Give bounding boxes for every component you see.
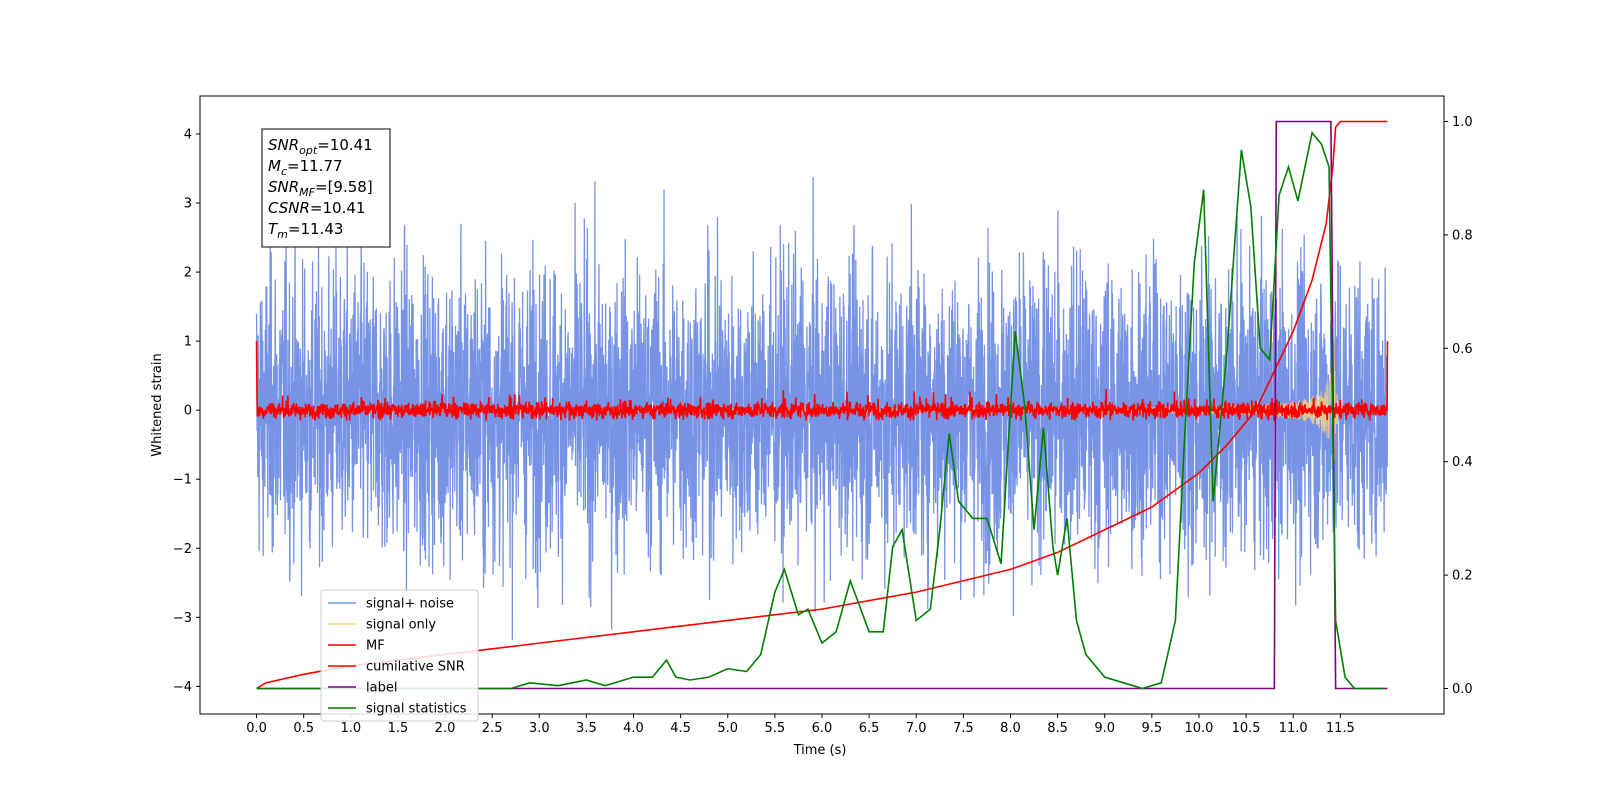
annotation-symbol: T xyxy=(268,220,279,238)
legend-label: label xyxy=(366,681,397,696)
x-axis: 0.0 0.5 1.0 1.5 2.0 2.5 3.0 3.5 4.0 4.5 5.0 5.5 6.0 6… xyxy=(246,714,1355,736)
y2-tick-label: 0.0 xyxy=(1452,682,1473,697)
series-mf xyxy=(255,341,1389,421)
y-tick-label: −2 xyxy=(173,542,192,557)
x-tick-label: 4.5 xyxy=(670,721,691,736)
legend-item-signal-statistics: signal statistics xyxy=(328,702,467,717)
x-tick-label: 11.5 xyxy=(1326,721,1355,736)
annotation-subscript: c xyxy=(281,165,287,178)
y2-tick-label: 0.6 xyxy=(1452,342,1473,357)
x-tick-label: 9.5 xyxy=(1142,721,1163,736)
legend-item-cumulative-snr: cumilative SNR xyxy=(328,660,465,675)
x-tick-label: 8.5 xyxy=(1047,721,1068,736)
x-tick-label: 0.5 xyxy=(293,721,314,736)
y-tick-label: 0 xyxy=(184,404,192,419)
legend-label: signal+ noise xyxy=(366,597,454,612)
x-tick-label: 2.5 xyxy=(482,721,503,736)
x-tick-label: 6.5 xyxy=(859,721,880,736)
annotation-value: =10.41 xyxy=(317,136,373,154)
annotation-value: =11.77 xyxy=(287,157,343,175)
annotation-symbol: SNR xyxy=(268,136,299,154)
y-axis: 4 3 2 1 0 −1 −2 −3 −4 xyxy=(173,127,200,695)
annotation-frame xyxy=(261,128,391,248)
y2-axis: 1.0 0.8 0.6 0.4 0.2 0.0 xyxy=(1444,115,1473,697)
x-tick-label: 1.5 xyxy=(388,721,409,736)
annotation-line: Mc=11.77 xyxy=(268,157,343,178)
x-tick-label: 5.0 xyxy=(717,721,738,736)
annotation-line: Tm=11.43 xyxy=(268,220,343,241)
annotation-symbol: CSNR xyxy=(268,199,310,217)
y-tick-label: 3 xyxy=(184,197,192,212)
x-tick-label: 0.0 xyxy=(246,721,267,736)
annotation-symbol: M xyxy=(268,157,281,175)
annotation-value: =[9.58] xyxy=(315,178,373,196)
legend-item-label: label xyxy=(328,681,397,696)
x-tick-label: 1.0 xyxy=(340,721,361,736)
legend: signal+ noise signal only MF cumilative SNR… xyxy=(320,589,479,722)
y-tick-label: 1 xyxy=(184,335,192,350)
y-tick-label: 4 xyxy=(184,127,192,142)
annotation-subscript: opt xyxy=(299,144,318,157)
y2-tick-label: 0.8 xyxy=(1452,228,1473,243)
annotation-value: =11.43 xyxy=(288,220,344,238)
legend-label: signal only xyxy=(366,618,436,633)
annotation-line: CSNR=10.41 xyxy=(268,199,365,217)
series-label xyxy=(256,120,1388,690)
x-tick-label: 10.0 xyxy=(1184,721,1213,736)
legend-item-mf: MF xyxy=(328,639,385,654)
x-tick-label: 6.0 xyxy=(812,721,833,736)
y2-tick-label: 0.4 xyxy=(1452,455,1473,470)
annotation-line: SNRopt=10.41 xyxy=(268,136,373,157)
x-tick-label: 4.0 xyxy=(623,721,644,736)
y-tick-label: −1 xyxy=(173,473,192,488)
annotation-line: SNRMF=[9.58] xyxy=(268,178,373,199)
x-axis-label: Time (s) xyxy=(793,743,847,758)
x-tick-label: 11.0 xyxy=(1279,721,1308,736)
annotation-value: =10.41 xyxy=(310,199,366,217)
annotation-symbol: SNR xyxy=(268,178,299,196)
x-tick-label: 8.0 xyxy=(1000,721,1021,736)
series-signal-noise xyxy=(255,177,1389,640)
legend-frame xyxy=(320,589,479,722)
x-tick-label: 3.0 xyxy=(529,721,550,736)
legend-label: cumilative SNR xyxy=(366,660,465,675)
legend-label: MF xyxy=(366,639,385,654)
legend-item-signal-only: signal only xyxy=(328,618,436,633)
legend-label: signal statistics xyxy=(366,702,467,717)
y-tick-label: 2 xyxy=(184,266,192,281)
legend-item-signal-noise: signal+ noise xyxy=(328,597,454,612)
y2-tick-label: 0.2 xyxy=(1452,569,1473,584)
y2-tick-label: 1.0 xyxy=(1452,115,1473,130)
annotation-subscript: m xyxy=(277,228,288,241)
x-tick-label: 7.0 xyxy=(906,721,927,736)
x-tick-label: 9.0 xyxy=(1094,721,1115,736)
y-tick-label: −4 xyxy=(173,680,192,695)
annotation-subscript: MF xyxy=(299,186,315,199)
annotation-box: SNRopt=10.41Mc=11.77SNRMF=[9.58]CSNR=10.… xyxy=(261,128,391,248)
series-signal-statistics xyxy=(256,131,1383,690)
x-tick-label: 2.0 xyxy=(435,721,456,736)
x-tick-label: 5.5 xyxy=(765,721,786,736)
y-axis-label: Whitened strain xyxy=(150,353,165,456)
x-tick-label: 3.5 xyxy=(576,721,597,736)
y-tick-label: −3 xyxy=(173,611,192,626)
x-tick-label: 10.5 xyxy=(1232,721,1261,736)
x-tick-label: 7.5 xyxy=(953,721,974,736)
